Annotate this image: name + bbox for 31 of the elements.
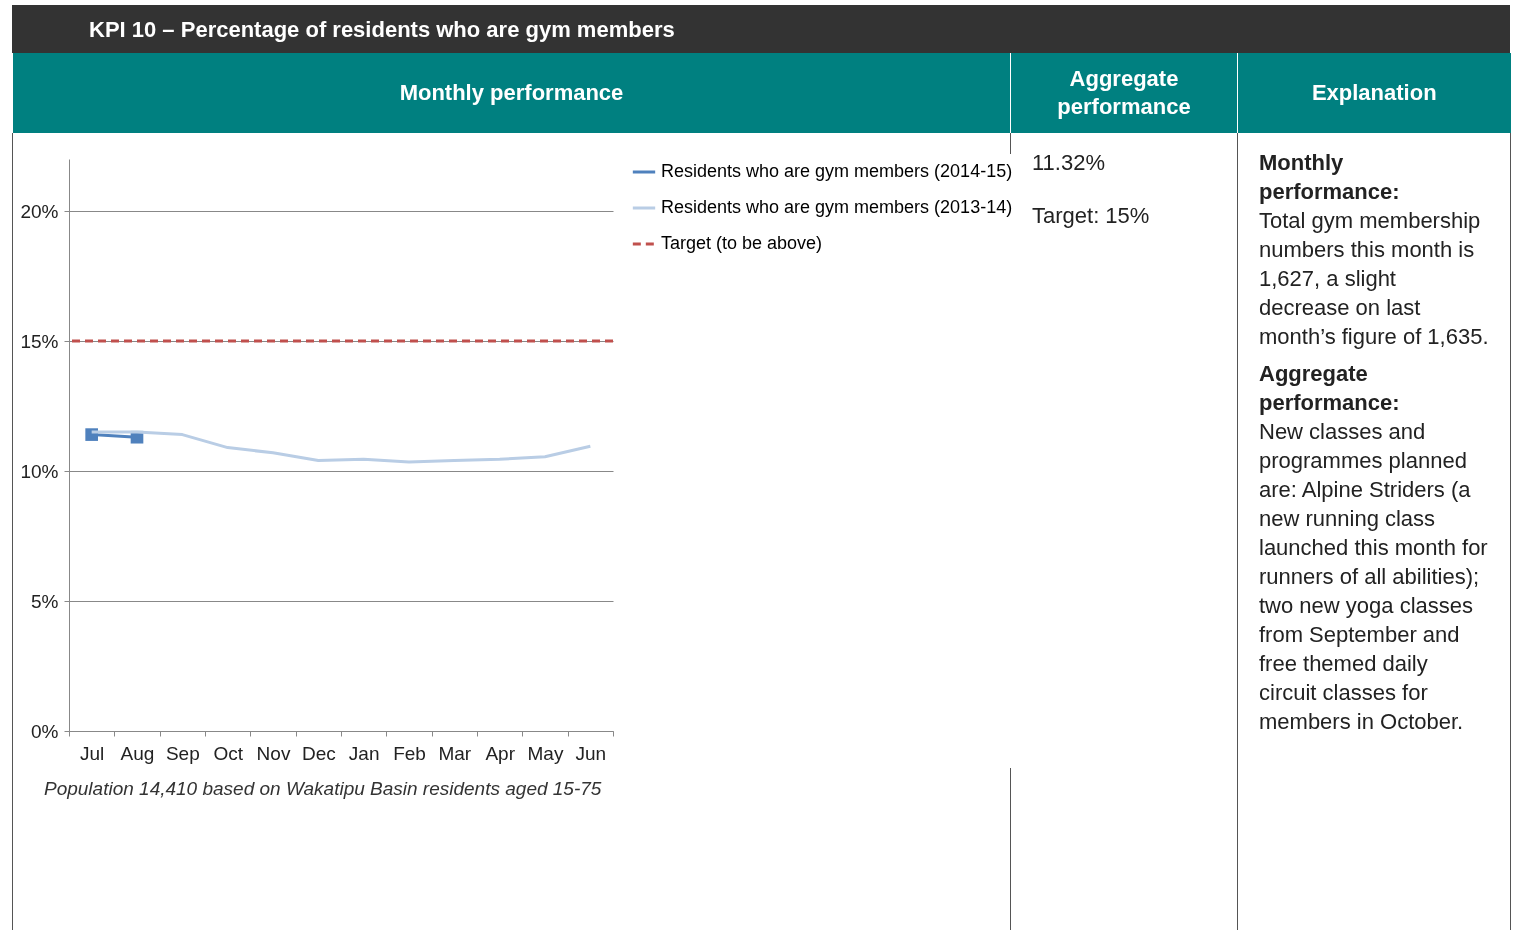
x-tick-label: Mar <box>438 742 472 764</box>
text: Explanation <box>1237 53 1511 133</box>
x-tick-label: Apr <box>485 742 516 764</box>
chart-title: KPI 10 – Percentage of residents who are gym members <box>12 5 1510 53</box>
x-tick-label: Dec <box>301 742 336 764</box>
text: Aggregate performance <box>1010 53 1238 133</box>
y-tick-label: 10% <box>20 460 59 482</box>
text: Aggregate performance: <box>1259 360 1401 417</box>
text: Total gym membership numbers this month is 1,627, a slight decrease on last month’s figure of 1,635. <box>1259 207 1489 351</box>
x-tick-label: Aug <box>120 742 155 764</box>
text: Target: 15% <box>1032 202 1151 230</box>
x-tick-label: Jun <box>575 742 607 764</box>
text: Monthly performance: <box>1259 149 1401 206</box>
y-tick-label: 20% <box>20 200 59 222</box>
legend-label: Residents who are gym members (2013-14) <box>661 197 1013 217</box>
x-tick-label: May <box>527 742 564 764</box>
x-tick-label: Feb <box>393 742 426 764</box>
legend-label: Residents who are gym members (2014-15) <box>661 161 1013 181</box>
x-tick-label: Nov <box>256 742 291 764</box>
legend-label: Target (to be above) <box>661 233 823 253</box>
x-tick-label: Sep <box>165 742 200 764</box>
text: Population 14,410 based on Wakatipu Basin residents aged 15-75 <box>44 778 603 800</box>
y-tick-label: 0% <box>31 720 59 742</box>
text: New classes and programmes planned are: Alpine Striders (a new running class launched this month for runners of all abilities); two new yoga classes from September and free themed daily circuit classes for members in October. <box>1259 419 1488 734</box>
y-tick-label: 5% <box>31 590 59 612</box>
y-tick-label: 15% <box>20 330 59 352</box>
x-tick-label: Jul <box>80 742 105 764</box>
text: Monthly performance <box>12 53 1011 133</box>
text: 11.32% <box>1032 149 1106 177</box>
x-tick-label: Oct <box>213 742 244 764</box>
x-tick-label: Jan <box>348 742 380 764</box>
